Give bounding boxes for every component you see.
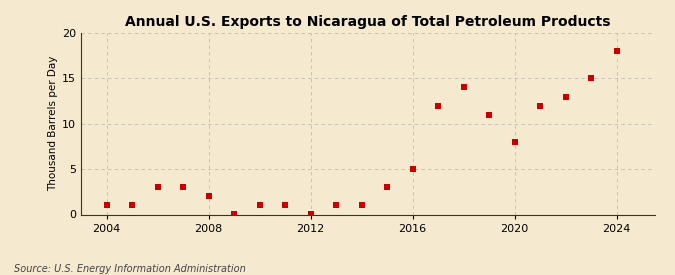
Point xyxy=(127,203,138,208)
Point xyxy=(433,103,443,108)
Point xyxy=(305,211,316,216)
Point xyxy=(509,140,520,144)
Point xyxy=(101,203,112,208)
Point xyxy=(356,203,367,208)
Point xyxy=(254,203,265,208)
Point xyxy=(611,49,622,53)
Point xyxy=(178,185,188,189)
Title: Annual U.S. Exports to Nicaragua of Total Petroleum Products: Annual U.S. Exports to Nicaragua of Tota… xyxy=(125,15,611,29)
Point xyxy=(458,85,469,90)
Point xyxy=(279,203,290,208)
Y-axis label: Thousand Barrels per Day: Thousand Barrels per Day xyxy=(48,56,58,191)
Point xyxy=(331,203,342,208)
Point xyxy=(560,94,571,99)
Point xyxy=(203,194,214,199)
Point xyxy=(229,211,240,216)
Point xyxy=(152,185,163,189)
Point xyxy=(381,185,392,189)
Point xyxy=(483,112,494,117)
Point xyxy=(535,103,545,108)
Point xyxy=(586,76,597,81)
Point xyxy=(407,167,418,171)
Text: Source: U.S. Energy Information Administration: Source: U.S. Energy Information Administ… xyxy=(14,264,245,274)
